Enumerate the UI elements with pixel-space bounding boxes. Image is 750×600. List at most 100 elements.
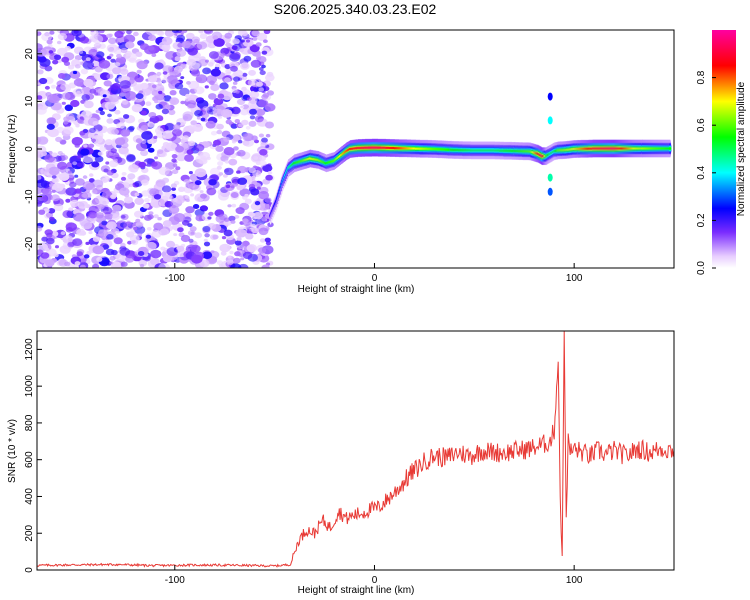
noise-speckle [265, 174, 273, 181]
x-tick-label: -100 [165, 575, 185, 586]
noise-speckle [152, 201, 162, 209]
noise-speckle [256, 56, 262, 61]
noise-speckle [37, 175, 42, 181]
noise-speckle [49, 216, 55, 221]
noise-speckle [141, 131, 153, 140]
noise-speckle [258, 133, 264, 138]
noise-speckle [254, 115, 264, 123]
noise-speckle [75, 124, 80, 128]
noise-speckle [44, 168, 51, 173]
noise-speckle [72, 161, 78, 166]
noise-speckle [173, 70, 179, 75]
noise-speckle [53, 54, 62, 61]
noise-speckle [223, 136, 230, 142]
noise-speckle [87, 133, 95, 139]
noise-speckle [255, 42, 262, 47]
noise-speckle [135, 218, 141, 223]
noise-speckle [230, 65, 238, 72]
noise-speckle [114, 62, 121, 67]
noise-speckle [125, 255, 135, 263]
noise-speckle [56, 40, 62, 45]
colorbar-label: Normalized spectral amplitude [736, 81, 747, 216]
noise-speckle [185, 206, 195, 214]
noise-speckle [181, 30, 188, 34]
noise-speckle [82, 60, 95, 70]
y-tick-label: 10 [24, 95, 35, 107]
noise-speckle [37, 43, 43, 52]
noise-speckle [228, 158, 238, 166]
noise-speckle [253, 155, 259, 160]
noise-speckle [230, 192, 239, 198]
noise-speckle [256, 32, 268, 42]
noise-speckle [82, 181, 95, 190]
noise-speckle [82, 191, 92, 199]
noise-speckle [246, 39, 250, 43]
snr-x-label: Height of straight line (km) [298, 585, 415, 596]
noise-speckle [154, 156, 158, 160]
noise-speckle [227, 204, 232, 208]
colorbar-ticks: 0.0 0.2 0.4 0.6 0.8 [696, 70, 716, 275]
noise-speckle [233, 146, 239, 151]
noise-speckle [90, 30, 95, 33]
noise-speckle [119, 187, 130, 196]
noise-speckle [102, 190, 113, 199]
noise-speckle [169, 90, 177, 96]
noise-speckle [150, 249, 162, 259]
noise-speckle [134, 75, 144, 83]
noise-speckle [147, 214, 154, 220]
noise-speckle [108, 160, 119, 168]
noise-speckle [130, 96, 136, 101]
noise-speckle [86, 250, 92, 255]
noise-speckle [145, 234, 152, 239]
noise-speckle [134, 85, 142, 91]
noise-speckle [223, 147, 235, 156]
noise-speckle [190, 120, 198, 126]
noise-speckle [151, 161, 158, 167]
noise-speckle [74, 55, 82, 61]
noise-speckle [37, 106, 47, 115]
noise-speckle [242, 218, 249, 224]
noise-speckle [232, 81, 238, 85]
noise-speckle [141, 190, 150, 197]
noise-speckle [51, 152, 58, 158]
noise-speckle [109, 53, 114, 57]
noise-speckle [72, 238, 83, 247]
noise-speckle [147, 75, 158, 83]
noise-speckle [53, 103, 62, 111]
noise-speckle [99, 30, 105, 34]
noise-speckle [38, 209, 46, 215]
noise-speckle [57, 33, 68, 41]
noise-speckle [263, 39, 268, 43]
noise-speckle [204, 30, 212, 34]
noise-speckle [246, 228, 253, 234]
noise-speckle [100, 165, 110, 173]
spectrogram-x-label: Height of straight line (km) [298, 284, 415, 295]
noise-speckle [51, 177, 60, 184]
noise-speckle [77, 200, 88, 209]
noise-speckle [147, 122, 155, 128]
noise-speckle [202, 106, 209, 112]
noise-speckle [64, 46, 71, 51]
noise-speckle [176, 49, 187, 57]
noise-speckle [97, 203, 105, 210]
noise-speckle [51, 189, 56, 193]
noise-speckle [120, 176, 127, 181]
noise-speckle [155, 103, 163, 110]
noise-speckle [168, 205, 180, 214]
spectrogram-ridge [269, 92, 672, 225]
noise-speckle [226, 71, 231, 76]
ridge-mark [547, 173, 553, 182]
noise-speckle [203, 241, 211, 247]
noise-speckle [176, 245, 185, 252]
noise-speckle [45, 92, 52, 97]
noise-speckle [156, 71, 162, 76]
noise-speckle [61, 56, 70, 63]
noise-speckle [76, 162, 83, 167]
noise-speckle [51, 84, 57, 89]
noise-speckle [173, 213, 186, 222]
noise-speckle [220, 109, 233, 118]
noise-speckle [94, 66, 103, 73]
noise-speckle [46, 237, 55, 245]
noise-speckle [144, 198, 150, 203]
